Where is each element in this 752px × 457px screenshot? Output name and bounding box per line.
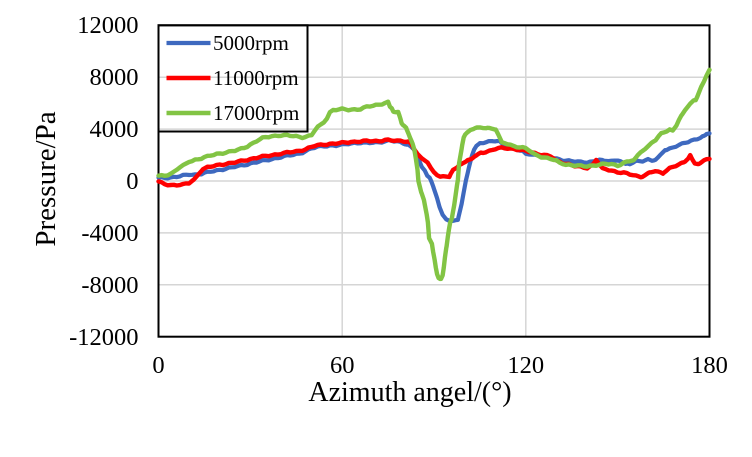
svg-text:5000rpm: 5000rpm (213, 31, 289, 55)
svg-text:0: 0 (152, 352, 164, 379)
svg-text:12000: 12000 (77, 12, 138, 39)
svg-text:-12000: -12000 (69, 324, 138, 351)
svg-text:4000: 4000 (90, 116, 139, 143)
svg-text:17000rpm: 17000rpm (213, 101, 299, 125)
svg-text:120: 120 (507, 352, 544, 379)
svg-text:0: 0 (126, 168, 138, 195)
svg-text:11000rpm: 11000rpm (213, 66, 299, 90)
svg-text:Pressure/Pa: Pressure/Pa (30, 111, 62, 246)
svg-text:-8000: -8000 (81, 272, 138, 299)
svg-text:180: 180 (691, 352, 728, 379)
svg-text:60: 60 (330, 352, 355, 379)
svg-text:-4000: -4000 (81, 220, 138, 247)
svg-text:8000: 8000 (90, 64, 139, 91)
svg-text:Azimuth angel/(°): Azimuth angel/(°) (308, 377, 511, 408)
